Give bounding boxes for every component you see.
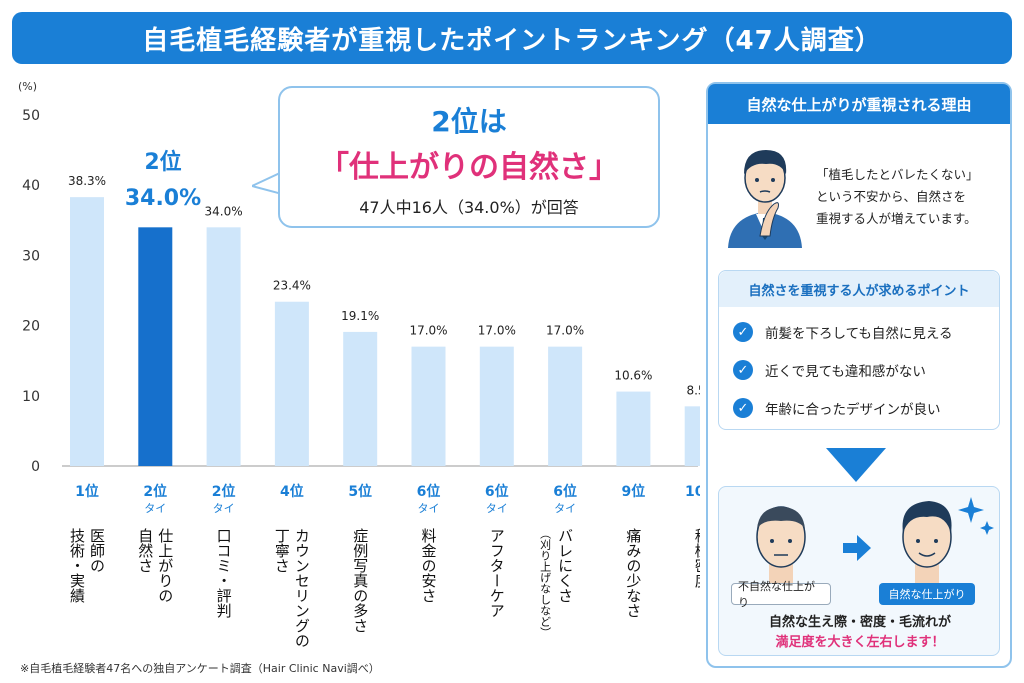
tie-label: タイ <box>418 502 440 515</box>
category-label: 仕上がりの <box>156 528 174 603</box>
rank-label: 6位 <box>485 483 509 500</box>
point-item: ✓ 年齢に合ったデザインが良い <box>719 389 999 427</box>
bar-value-label: 8.5% <box>686 383 700 397</box>
bar <box>343 331 378 466</box>
check-icon: ✓ <box>733 322 753 342</box>
y-tick-label: 20 <box>22 319 40 335</box>
highlight-value: 34.0% <box>124 186 202 211</box>
bar-value-label: 34.0% <box>205 204 243 218</box>
conclusion-line-2: 満足度を大きく左右します！ <box>775 635 945 650</box>
reason-panel: 自然な仕上がりが重視される理由 「植毛したとバレたくない」 という不安から、自然… <box>706 82 1012 668</box>
rank-label: 1位 <box>75 483 99 500</box>
bar-value-label: 17.0% <box>546 324 584 338</box>
sparkle-icon <box>958 497 994 535</box>
points-title: 自然さを重視する人が求めるポイント <box>719 271 999 307</box>
bar <box>206 227 241 466</box>
y-axis-unit: (%) <box>18 80 37 93</box>
rank-label: 6位 <box>553 483 577 500</box>
rank-label: 9位 <box>622 483 646 500</box>
bar <box>274 301 309 466</box>
bar-chart: (%) 0 10 20 30 40 50 38.3% 34.0% 23.4% 19.1% 17.0%… <box>18 80 700 648</box>
highlight-bar-label: 2位 34.0% <box>120 144 206 211</box>
bar-value-label: 19.1% <box>341 309 379 323</box>
y-tick-label: 40 <box>22 178 40 194</box>
bars: 38.3% 34.0% 23.4% 19.1% 17.0% 17.0% 17.0% 10.6%… <box>68 174 700 466</box>
conclusion-text: 自然な生え際・密度・毛流れが 満足度を大きく左右します！ <box>719 613 1001 653</box>
footnote: ※自毛植毛経験者47名への独自アンケート調査（Hair Clinic Navi調… <box>20 662 380 675</box>
point-item: ✓ 近くで見ても違和感がない <box>719 351 999 389</box>
rank-label: 2位 <box>212 483 236 500</box>
category-note: （刈り上げなしなど） <box>539 528 552 638</box>
right-arrow-icon <box>843 535 871 561</box>
category-label: 自然さ <box>136 528 154 573</box>
category-label: 口コミ・評判 <box>215 528 233 619</box>
point-text: 近くで見ても違和感がない <box>765 364 926 380</box>
points-box: 自然さを重視する人が求めるポイント ✓ 前髪を下ろしても自然に見える ✓ 近くで… <box>718 270 1000 430</box>
unnatural-tag: 不自然な仕上がり <box>731 580 831 609</box>
bar-value-label: 23.4% <box>273 279 311 293</box>
tie-label: タイ <box>144 502 166 515</box>
panel-title: 自然な仕上がりが重視される理由 <box>708 84 1010 124</box>
check-icon: ✓ <box>733 360 753 380</box>
bar <box>479 346 514 466</box>
natural-face-icon <box>902 501 952 583</box>
category-label: 技術・実績 <box>68 528 86 603</box>
bar <box>138 227 173 466</box>
category-label: 料金の安さ <box>420 528 438 603</box>
reason-line: 「植毛したとバレたくない」 <box>816 167 979 182</box>
point-text: 前髪を下ろしても自然に見える <box>765 326 953 342</box>
rank-label: 4位 <box>280 483 304 500</box>
tie-label: タイ <box>486 502 508 515</box>
down-arrow-icon <box>826 448 886 482</box>
reason-line: 重視する人が増えています。 <box>816 211 977 226</box>
category-label: 医師の <box>88 528 106 573</box>
bar-value-label: 17.0% <box>409 324 447 338</box>
unnatural-face-icon <box>756 506 806 583</box>
reason-line: という不安から、自然さを <box>816 189 967 204</box>
category-label: 痛みの少なさ <box>624 528 642 618</box>
bar <box>616 391 651 466</box>
reason-text: 「植毛したとバレたくない」 という不安から、自然さを 重視する人が増えています。 <box>816 164 1006 230</box>
before-after-faces <box>756 497 994 583</box>
reason-section: 「植毛したとバレたくない」 という不安から、自然さを 重視する人が増えています。 <box>708 124 1010 256</box>
bar <box>548 346 583 466</box>
bar-value-label: 17.0% <box>478 324 516 338</box>
rank-label: 10位 <box>685 483 700 500</box>
before-after-comparison: 不自然な仕上がり 自然な仕上がり 自然な生え際・密度・毛流れが 満足度を大きく左… <box>718 486 1000 656</box>
bar-value-label: 38.3% <box>68 174 106 188</box>
thinking-man-icon <box>728 150 802 248</box>
y-tick-label: 50 <box>22 108 40 124</box>
highlight-callout: 2位は 「仕上がりの自然さ」 47人中16人（34.0%）が回答 <box>278 86 660 228</box>
y-axis: (%) 0 10 20 30 40 50 <box>18 80 698 475</box>
bar <box>70 197 104 466</box>
category-label: バレにくさ <box>556 528 574 603</box>
category-label: 丁寧さ <box>273 528 291 573</box>
rank-label: 5位 <box>348 483 372 500</box>
category-label: アフターケア <box>488 528 506 618</box>
y-tick-label: 10 <box>22 389 40 405</box>
y-tick-label: 30 <box>22 248 40 264</box>
point-item: ✓ 前髪を下ろしても自然に見える <box>719 313 999 351</box>
bar <box>411 346 446 466</box>
category-label: カウンセリングの <box>293 528 311 648</box>
rank-label: 6位 <box>417 483 441 500</box>
tie-label: タイ <box>554 502 576 515</box>
tie-label: タイ <box>213 502 235 515</box>
callout-main: 「仕上がりの自然さ」 <box>319 150 619 185</box>
point-text: 年齢に合ったデザインが良い <box>765 402 941 418</box>
highlight-rank: 2位 <box>144 150 182 175</box>
rank-label: 2位 <box>143 483 167 500</box>
conclusion-line-1: 自然な生え際・密度・毛流れが <box>768 615 951 630</box>
page-title: 自毛植毛経験者が重視したポイントランキング（47人調査） <box>12 12 1012 64</box>
bar <box>684 406 700 466</box>
natural-tag: 自然な仕上がり <box>879 583 975 605</box>
check-icon: ✓ <box>733 398 753 418</box>
y-tick-label: 0 <box>31 459 40 475</box>
bar-value-label: 10.6% <box>614 369 652 383</box>
callout-heading: 2位は <box>431 105 507 138</box>
category-label: 症例写真の多さ <box>351 528 369 633</box>
callout-sub: 47人中16人（34.0%）が回答 <box>359 198 579 217</box>
category-label: 移植密度 <box>693 528 700 588</box>
